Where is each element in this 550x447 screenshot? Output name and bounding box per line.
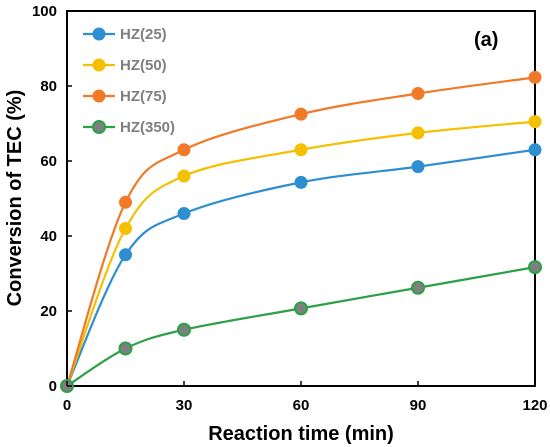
- legend-item: HZ(50): [83, 57, 167, 74]
- x-tick-label: 120: [522, 397, 547, 414]
- legend-swatch-marker: [92, 89, 106, 103]
- series-HZ(25): [60, 143, 542, 393]
- data-point: [294, 301, 308, 316]
- y-tick-label: 40: [40, 228, 57, 245]
- data-point: [411, 126, 425, 140]
- data-point: [118, 341, 133, 356]
- legend-swatch-marker: [92, 120, 106, 134]
- legend-label: HZ(25): [120, 26, 167, 43]
- x-tick-label: 60: [293, 397, 310, 414]
- series-line: [65, 76, 536, 387]
- data-point: [177, 207, 191, 220]
- y-tick-label: 80: [40, 78, 57, 95]
- data-point: [528, 70, 542, 84]
- data-point: [411, 280, 425, 295]
- y-tick-label: 100: [32, 3, 57, 20]
- legend-swatch-marker: [92, 58, 106, 72]
- data-point: [294, 107, 308, 121]
- series-line: [65, 148, 536, 387]
- legend-swatch-marker: [92, 27, 106, 41]
- data-point: [294, 175, 308, 189]
- y-tick-label: 60: [40, 153, 57, 170]
- data-point: [177, 322, 191, 337]
- legend-label: HZ(350): [120, 119, 175, 136]
- y-tick-label: 20: [40, 303, 57, 320]
- x-axis-title: Reaction time (min): [208, 423, 394, 445]
- ticks-layer: 0 30 60 90 120 0 20 40 60 80 100: [32, 3, 548, 414]
- legend-item: HZ(350): [83, 119, 175, 136]
- data-point: [411, 160, 425, 174]
- data-point: [119, 222, 132, 235]
- x-tick-label: 30: [176, 397, 193, 414]
- legend-label: HZ(75): [120, 88, 167, 105]
- panel-label: (a): [474, 29, 498, 51]
- series-layer: [60, 70, 542, 393]
- legend-label: HZ(50): [120, 57, 167, 74]
- data-point: [119, 248, 132, 262]
- data-point: [119, 195, 132, 209]
- legend-item: HZ(25): [83, 26, 167, 43]
- legend: HZ(25) HZ(50) HZ(75) HZ(350): [83, 26, 175, 136]
- x-tick-label: 0: [63, 397, 71, 414]
- data-point: [177, 143, 191, 157]
- data-point: [177, 169, 191, 183]
- data-point: [528, 143, 542, 157]
- y-tick-label: 0: [49, 378, 57, 395]
- data-point: [294, 143, 308, 157]
- series-HZ(350): [60, 260, 542, 393]
- data-point: [528, 115, 542, 129]
- x-tick-label: 90: [410, 397, 427, 414]
- legend-item: HZ(75): [83, 88, 167, 105]
- y-axis-title: Conversion of TEC (%): [4, 90, 26, 307]
- data-point: [411, 87, 425, 100]
- data-point: [528, 260, 542, 275]
- series-line: [65, 120, 536, 387]
